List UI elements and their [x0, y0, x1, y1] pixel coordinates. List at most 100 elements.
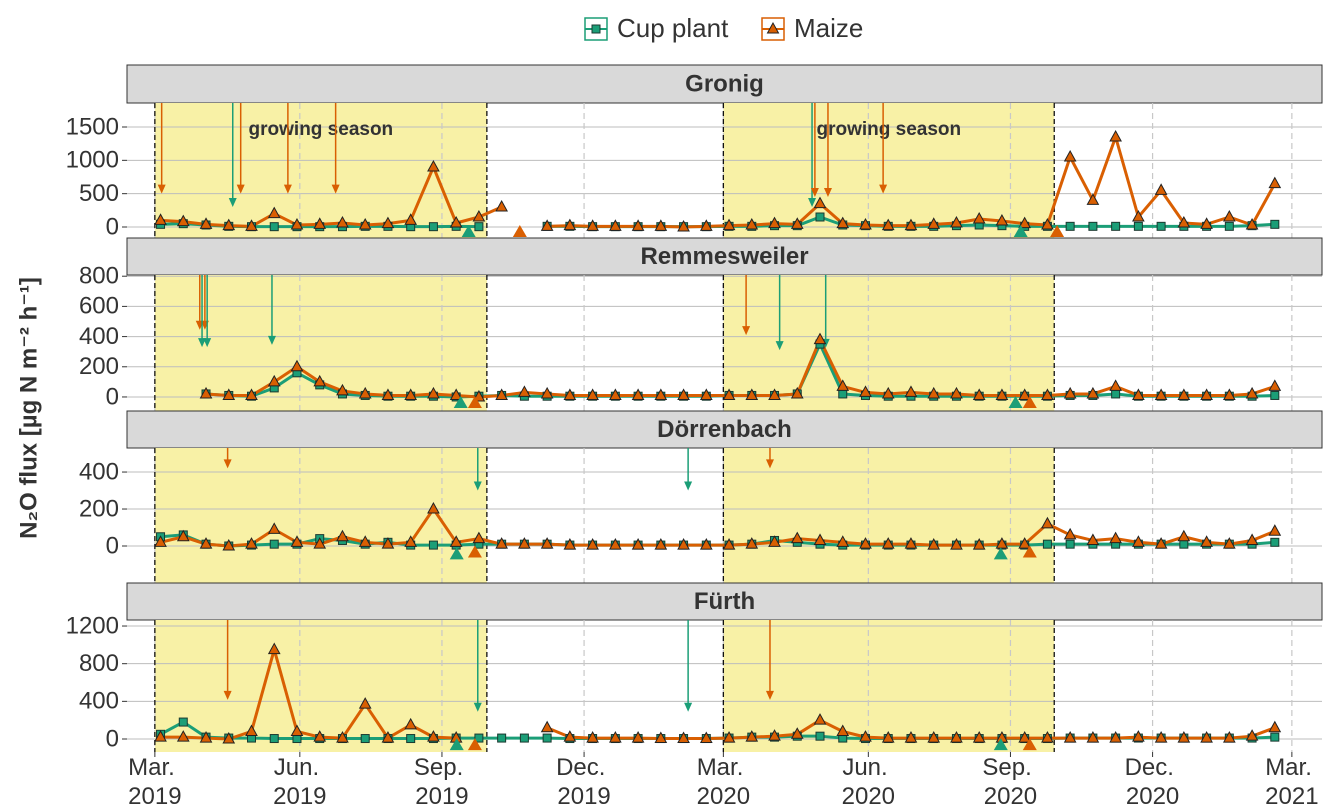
data-point [1132, 730, 1145, 742]
data-point [1200, 535, 1213, 547]
harvest-marker [1022, 545, 1037, 558]
data-point [790, 531, 804, 544]
data-point [699, 219, 713, 231]
data-point [1270, 390, 1280, 400]
harvest-marker [993, 738, 1008, 751]
data-point [1063, 527, 1077, 540]
data-point [427, 386, 440, 399]
data-point [336, 215, 349, 228]
event-arrow-head [473, 481, 482, 491]
event-arrow-head [283, 184, 292, 194]
data-point [836, 535, 850, 547]
data-point [972, 731, 986, 743]
data-point [815, 731, 825, 741]
data-point [586, 538, 599, 550]
data-point [768, 535, 781, 547]
data-point [1041, 516, 1054, 529]
data-point [563, 218, 577, 231]
data-point [790, 386, 804, 399]
data-point [1268, 379, 1282, 391]
event-arrow-head [742, 326, 751, 336]
data-point [290, 535, 304, 547]
data-point [449, 388, 463, 400]
y-tick-label: 400 [79, 688, 119, 715]
data-point [631, 538, 645, 550]
data-point [269, 539, 279, 549]
data-point [336, 383, 349, 396]
data-point [699, 388, 713, 400]
data-point [154, 213, 167, 225]
data-point [927, 731, 941, 743]
data-point [768, 729, 781, 741]
event-arrow-head [775, 341, 784, 351]
data-point [1132, 535, 1145, 547]
data-point [381, 388, 395, 400]
data-point [768, 388, 781, 400]
data-point [1177, 529, 1191, 542]
data-point [813, 332, 827, 345]
harvest-marker [512, 225, 527, 237]
y-tick-label: 0 [106, 725, 119, 752]
data-point [927, 217, 941, 229]
x-tick-label: Sep. 2020 [982, 754, 1038, 810]
data-point [586, 388, 599, 400]
y-tick-label: 500 [79, 180, 119, 207]
data-point [1109, 731, 1122, 743]
data-point [1270, 219, 1280, 229]
harvest-marker [453, 396, 468, 408]
season-band [723, 448, 1055, 583]
data-point [1041, 731, 1054, 743]
data-point [563, 538, 577, 550]
harvest-marker [993, 547, 1008, 560]
data-point [269, 734, 279, 744]
x-tick-label: Mar. 2020 [697, 754, 750, 810]
data-point [836, 724, 850, 736]
data-point [768, 216, 781, 229]
event-arrow-head [808, 198, 817, 207]
event-arrow-head [203, 338, 212, 348]
y-tick-label: 0 [106, 383, 119, 410]
data-point [1270, 537, 1280, 547]
data-point [519, 733, 529, 743]
data-point [995, 388, 1009, 400]
data-point [313, 730, 327, 742]
data-point [654, 538, 668, 550]
y-tick-label: 200 [79, 495, 119, 522]
harvest-marker [449, 547, 464, 560]
data-point [677, 388, 690, 400]
data-point [859, 730, 872, 742]
data-point [1018, 216, 1032, 229]
data-point [677, 538, 690, 550]
data-point [245, 219, 258, 231]
data-point [358, 697, 372, 709]
data-point [313, 217, 327, 229]
data-point [927, 538, 941, 550]
data-point [950, 731, 963, 743]
data-point [290, 359, 304, 372]
data-point [1245, 533, 1259, 545]
data-point [699, 731, 713, 744]
data-point [722, 218, 736, 231]
data-point [176, 529, 190, 542]
y-tick-label: 1500 [66, 113, 119, 140]
data-point [1154, 537, 1168, 549]
y-tick-label: 600 [79, 293, 119, 320]
data-point [631, 388, 645, 400]
event-arrow-head [765, 690, 774, 700]
data-point [199, 217, 213, 229]
data-point [1222, 209, 1236, 222]
data-point [267, 522, 281, 534]
data-point [904, 731, 918, 743]
data-point [904, 218, 918, 231]
data-point [1200, 388, 1213, 400]
legend-marker [591, 24, 601, 34]
harvest-marker [1022, 738, 1037, 751]
y-tick-label: 800 [79, 650, 119, 677]
harvest-marker [1050, 225, 1065, 237]
data-point [1270, 732, 1280, 742]
data-point [722, 538, 736, 550]
legend-key [761, 17, 785, 41]
data-point [199, 537, 213, 549]
data-point [381, 537, 395, 549]
